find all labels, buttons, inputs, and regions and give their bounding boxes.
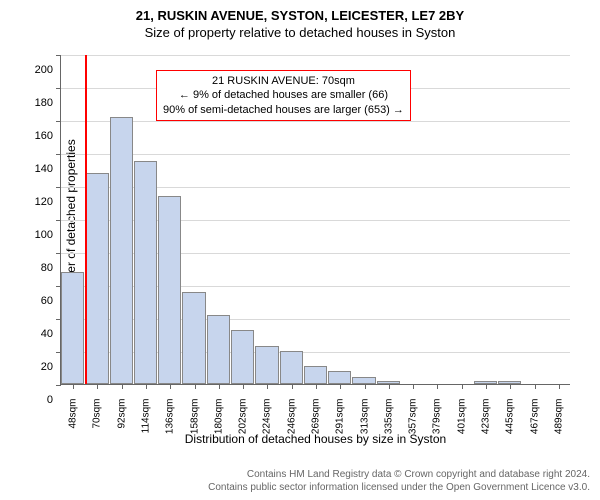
x-tick-mark: [389, 384, 390, 389]
y-tick-mark: [56, 385, 61, 386]
x-tick-mark: [243, 384, 244, 389]
x-tick-mark: [73, 384, 74, 389]
x-tick-label: 467sqm: [529, 399, 540, 444]
y-tick-label: 0: [13, 394, 53, 406]
footer-attribution: Contains HM Land Registry data © Crown c…: [10, 468, 590, 494]
x-tick-mark: [437, 384, 438, 389]
histogram-bar: [85, 173, 108, 384]
x-tick-mark: [340, 384, 341, 389]
y-tick-label: 140: [13, 163, 53, 175]
histogram-bar: [110, 117, 133, 384]
x-tick-mark: [219, 384, 220, 389]
x-tick-mark: [559, 384, 560, 389]
histogram-bar: [158, 196, 181, 384]
x-tick-mark: [292, 384, 293, 389]
x-tick-label: 291sqm: [335, 399, 346, 444]
x-tick-label: 313sqm: [359, 399, 370, 444]
y-tick-label: 200: [13, 64, 53, 76]
x-tick-mark: [462, 384, 463, 389]
x-tick-label: 401sqm: [456, 399, 467, 444]
x-tick-label: 92sqm: [116, 399, 127, 444]
y-tick-mark: [56, 88, 61, 89]
callout-box: 21 RUSKIN AVENUE: 70sqm← 9% of detached …: [156, 70, 411, 121]
y-tick-label: 100: [13, 229, 53, 241]
marker-line: [85, 55, 87, 384]
footer-line-2: Contains public sector information licen…: [10, 481, 590, 494]
chart-container: Number of detached properties Distributi…: [0, 40, 600, 440]
x-tick-label: 445sqm: [505, 399, 516, 444]
x-tick-label: 180sqm: [213, 399, 224, 444]
y-tick-label: 60: [13, 295, 53, 307]
histogram-bar: [231, 330, 254, 384]
y-tick-label: 120: [13, 196, 53, 208]
y-tick-mark: [56, 253, 61, 254]
x-tick-mark: [365, 384, 366, 389]
histogram-bar: [352, 377, 375, 384]
x-tick-label: 335sqm: [383, 399, 394, 444]
x-tick-label: 114sqm: [141, 399, 152, 444]
x-tick-mark: [170, 384, 171, 389]
gridline: [61, 55, 570, 56]
histogram-bar: [255, 346, 278, 384]
y-tick-mark: [56, 121, 61, 122]
footer-line-1: Contains HM Land Registry data © Crown c…: [10, 468, 590, 481]
x-tick-label: 158sqm: [189, 399, 200, 444]
callout-line-1: 21 RUSKIN AVENUE: 70sqm: [163, 74, 404, 88]
x-tick-mark: [413, 384, 414, 389]
x-tick-label: 423sqm: [481, 399, 492, 444]
histogram-bar: [61, 272, 84, 384]
x-tick-mark: [97, 384, 98, 389]
y-tick-mark: [56, 187, 61, 188]
y-tick-label: 160: [13, 130, 53, 142]
x-tick-mark: [316, 384, 317, 389]
x-tick-label: 246sqm: [286, 399, 297, 444]
x-tick-label: 489sqm: [553, 399, 564, 444]
y-tick-label: 80: [13, 262, 53, 274]
plot-area: Number of detached properties Distributi…: [60, 55, 570, 385]
x-tick-mark: [146, 384, 147, 389]
x-tick-mark: [535, 384, 536, 389]
y-tick-label: 20: [13, 361, 53, 373]
x-tick-label: 379sqm: [432, 399, 443, 444]
y-tick-mark: [56, 220, 61, 221]
x-tick-label: 48sqm: [68, 399, 79, 444]
y-tick-label: 180: [13, 97, 53, 109]
x-tick-label: 357sqm: [408, 399, 419, 444]
page-title: 21, RUSKIN AVENUE, SYSTON, LEICESTER, LE…: [0, 0, 600, 23]
histogram-bar: [304, 366, 327, 384]
x-tick-mark: [486, 384, 487, 389]
x-tick-label: 224sqm: [262, 399, 273, 444]
gridline: [61, 154, 570, 155]
gridline: [61, 121, 570, 122]
x-tick-mark: [510, 384, 511, 389]
y-tick-label: 40: [13, 328, 53, 340]
histogram-bar: [182, 292, 205, 384]
callout-line-3: 90% of semi-detached houses are larger (…: [163, 103, 404, 117]
x-tick-label: 269sqm: [311, 399, 322, 444]
x-tick-label: 70sqm: [92, 399, 103, 444]
histogram-bar: [328, 371, 351, 384]
y-tick-mark: [56, 55, 61, 56]
x-tick-mark: [267, 384, 268, 389]
page-subtitle: Size of property relative to detached ho…: [0, 23, 600, 40]
x-tick-label: 136sqm: [165, 399, 176, 444]
histogram-bar: [134, 161, 157, 384]
histogram-bar: [280, 351, 303, 384]
x-tick-mark: [122, 384, 123, 389]
x-tick-mark: [195, 384, 196, 389]
histogram-bar: [207, 315, 230, 384]
y-tick-mark: [56, 154, 61, 155]
callout-line-2: ← 9% of detached houses are smaller (66): [163, 88, 404, 102]
x-tick-label: 202sqm: [238, 399, 249, 444]
